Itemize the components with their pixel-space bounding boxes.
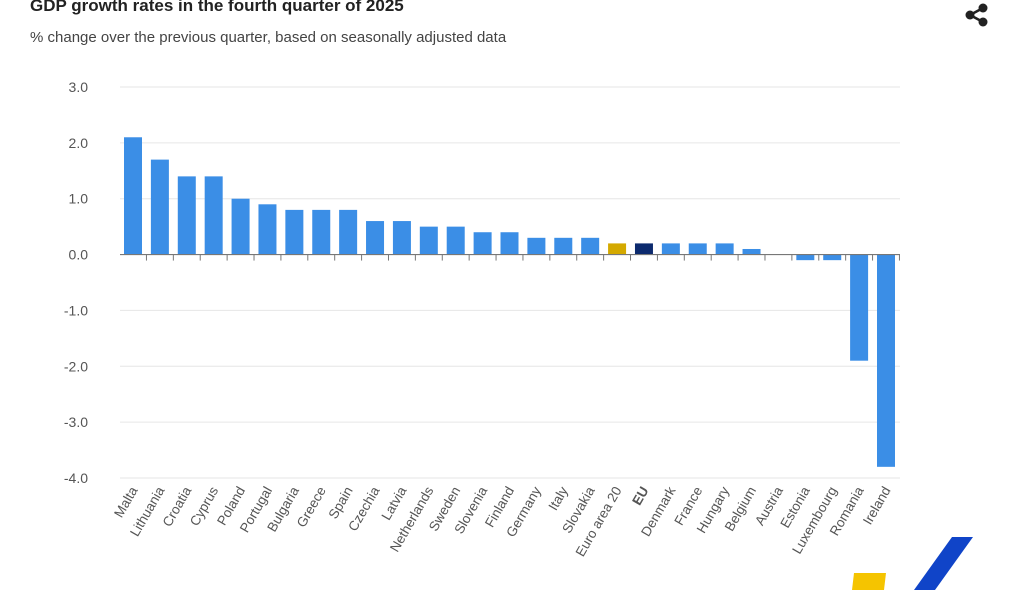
bar-hungary: [715, 243, 734, 255]
x-tick-label: Ireland: [860, 484, 894, 527]
bar-france: [688, 243, 707, 255]
bar-slovenia: [473, 232, 492, 255]
bar-denmark: [661, 243, 680, 255]
bar-finland: [500, 232, 519, 255]
bar-croatia: [177, 176, 196, 255]
y-tick-label: 1.0: [69, 191, 89, 207]
eurostat-logo: [852, 537, 973, 590]
y-tick-label: -2.0: [64, 358, 88, 374]
bar-belgium: [742, 248, 761, 255]
share-icon[interactable]: [962, 2, 990, 28]
y-tick-label: 2.0: [69, 135, 89, 151]
y-tick-label: -1.0: [64, 302, 88, 318]
y-tick-label: 0.0: [69, 247, 89, 263]
bar-malta: [124, 137, 142, 255]
bar-lithuania: [150, 159, 169, 255]
bar-bulgaria: [285, 209, 304, 255]
bar-luxembourg: [823, 254, 842, 261]
bar-chart: 3.02.01.00.0-1.0-2.0-3.0-4.0MaltaLithuan…: [64, 79, 900, 559]
chart-title: GDP growth rates in the fourth quarter o…: [30, 0, 404, 15]
bar-slovakia: [581, 237, 600, 255]
bar-ireland: [877, 254, 895, 467]
y-tick-label: -3.0: [64, 414, 88, 430]
bar-eu: [634, 243, 653, 255]
bar-italy: [554, 237, 573, 255]
bar-netherlands: [419, 226, 438, 255]
bar-sweden: [446, 226, 465, 255]
bar-estonia: [796, 254, 815, 261]
x-tick-label: EU: [629, 484, 651, 508]
y-tick-label: 3.0: [69, 79, 89, 95]
bar-czechia: [366, 221, 385, 255]
chart-subtitle: % change over the previous quarter, base…: [30, 29, 507, 46]
bar-poland: [231, 198, 250, 255]
bar-cyprus: [204, 176, 223, 255]
bar-romania: [850, 254, 869, 361]
x-tick-label: Italy: [546, 484, 571, 513]
bar-latvia: [392, 221, 411, 255]
bar-germany: [527, 237, 546, 255]
bar-spain: [339, 209, 358, 255]
bar-euro-area-20: [608, 243, 627, 255]
y-tick-label: -4.0: [64, 470, 88, 486]
bar-greece: [312, 209, 331, 255]
bar-portugal: [258, 204, 277, 255]
